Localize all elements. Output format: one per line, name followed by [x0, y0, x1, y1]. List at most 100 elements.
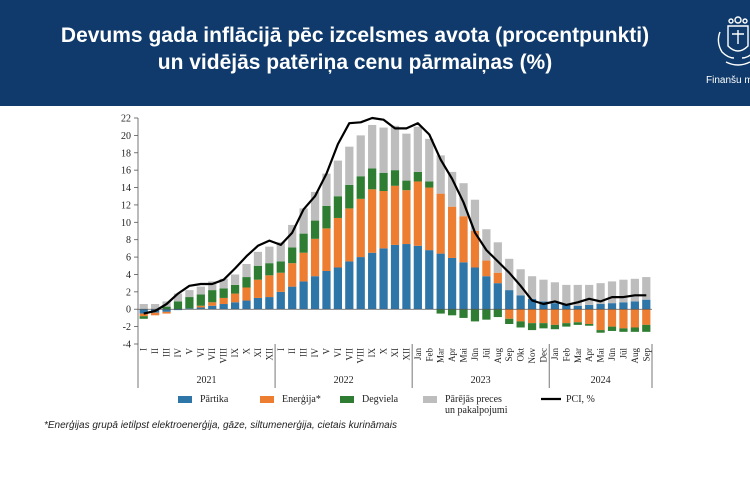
bar-pārējāspreces-13 [288, 224, 297, 248]
bar-pārējāspreces-5 [196, 286, 205, 295]
y-tick-label: -4 [123, 340, 131, 351]
bar-pārtika-42 [619, 302, 628, 310]
bar-degviela-14 [299, 233, 308, 253]
x-tick-label: VI [196, 348, 206, 358]
x-tick-label: Feb [424, 348, 434, 362]
bar-degviela-13 [288, 247, 297, 264]
bar-pārējāspreces-14 [299, 208, 308, 234]
bar-pārējāspreces-34 [527, 276, 537, 299]
legend-label: un pakalpojumi [445, 405, 508, 416]
y-tick-label: 20 [121, 131, 131, 142]
bar-pārtika-28 [459, 262, 468, 310]
bar-pārējāspreces-17 [333, 160, 343, 197]
x-tick-label: Okt [516, 348, 526, 362]
coat-of-arms-icon [717, 16, 750, 66]
bar-pārējāspreces-10 [253, 251, 263, 266]
bar-enerģija-36 [550, 309, 560, 325]
bar-enerģija-38 [573, 309, 582, 323]
x-tick-label: Jūn [470, 348, 480, 361]
bar-pārtika-26 [436, 253, 445, 310]
bar-degviela-29 [470, 309, 480, 322]
bar-pārējāspreces-35 [539, 279, 548, 302]
bar-enerģija-12 [276, 272, 285, 292]
bar-pārtika-38 [573, 305, 582, 310]
bar-degviela-31 [493, 309, 502, 318]
bar-enerģija-5 [196, 305, 205, 308]
x-tick-label: VII [344, 348, 354, 361]
bar-enerģija-28 [459, 216, 468, 263]
x-tick-label: Apr [447, 348, 457, 362]
bar-pārtika-17 [333, 267, 343, 310]
bar-pārējāspreces-24 [413, 126, 422, 172]
bar-pārējāspreces-1 [151, 304, 160, 310]
bar-degviela-37 [562, 323, 571, 327]
bar-pārtika-16 [322, 270, 331, 310]
bar-degviela-44 [642, 324, 651, 332]
bar-enerģija-44 [642, 309, 651, 325]
bar-enerģija-37 [562, 309, 571, 324]
bar-enerģija-16 [322, 228, 331, 271]
x-tick-label: Jūl [481, 348, 491, 359]
bar-enerģija-33 [516, 309, 525, 322]
bar-enerģija-39 [585, 309, 594, 325]
bar-degviela-12 [276, 261, 285, 273]
bar-pārtika-9 [242, 300, 251, 310]
bar-pārtika-7 [219, 304, 228, 310]
y-tick-label: 18 [121, 148, 131, 159]
year-label-2022: 2022 [334, 375, 354, 386]
bar-pārējāspreces-15 [310, 191, 320, 221]
bar-pārējāspreces-19 [356, 135, 365, 177]
bar-pārtika-37 [562, 304, 571, 310]
bar-enerģija-32 [505, 309, 514, 319]
bar-pārtika-10 [253, 297, 263, 310]
bar-degviela-25 [425, 181, 434, 188]
bar-enerģija-14 [299, 252, 308, 282]
bar-degviela-42 [619, 328, 628, 332]
bar-degviela-34 [527, 323, 537, 331]
x-tick-label: VII [207, 348, 217, 361]
bar-enerģija-30 [482, 260, 491, 277]
bar-enerģija-42 [619, 309, 628, 329]
x-tick-label: II [287, 348, 297, 354]
legend-swatch [340, 396, 354, 403]
y-tick-label: 8 [126, 235, 131, 246]
bar-degviela-20 [368, 168, 377, 190]
bar-pārtika-41 [607, 303, 617, 310]
bar-degviela-8 [230, 284, 240, 294]
x-tick-label: V [184, 348, 194, 355]
bar-pārtika-27 [447, 257, 457, 310]
bar-degviela-40 [596, 330, 605, 333]
bar-pārtika-32 [505, 290, 514, 310]
y-tick-label: 22 [121, 114, 131, 125]
bar-pārtika-25 [425, 250, 434, 310]
bar-enerģija-11 [265, 275, 274, 298]
bar-degviela-7 [219, 288, 228, 298]
bar-enerģija-6 [208, 302, 217, 306]
x-tick-label: IV [173, 348, 183, 358]
x-tick-label: Aug [493, 348, 503, 364]
y-tick-label: 14 [121, 183, 131, 194]
bar-pārtika-29 [470, 267, 480, 310]
x-tick-label: I [139, 348, 149, 351]
ministry-logo-text: Finanšu m [706, 75, 750, 86]
x-tick-label: Jan [413, 348, 423, 360]
y-tick-label: 2 [126, 287, 131, 298]
bar-pārtika-13 [288, 286, 297, 310]
bar-pārējāspreces-32 [505, 258, 514, 291]
year-label-2024: 2024 [591, 375, 611, 386]
bar-degviela-28 [459, 309, 468, 318]
bar-degviela-27 [447, 309, 457, 316]
bar-enerģija-19 [356, 198, 365, 258]
bar-pārtika-23 [402, 244, 411, 310]
bar-degviela-10 [253, 265, 263, 280]
bar-pārtika-8 [230, 302, 240, 310]
legend-label: PCI, % [566, 394, 595, 405]
bar-pārējāspreces-29 [470, 199, 480, 231]
bar-degviela-43 [630, 327, 639, 332]
bar-enerģija-20 [368, 189, 377, 253]
bar-pārējāspreces-41 [607, 281, 617, 304]
bar-pārtika-18 [345, 261, 354, 310]
legend-swatch [423, 396, 437, 403]
bar-degviela-19 [356, 176, 365, 199]
bar-pārtika-22 [390, 244, 400, 310]
